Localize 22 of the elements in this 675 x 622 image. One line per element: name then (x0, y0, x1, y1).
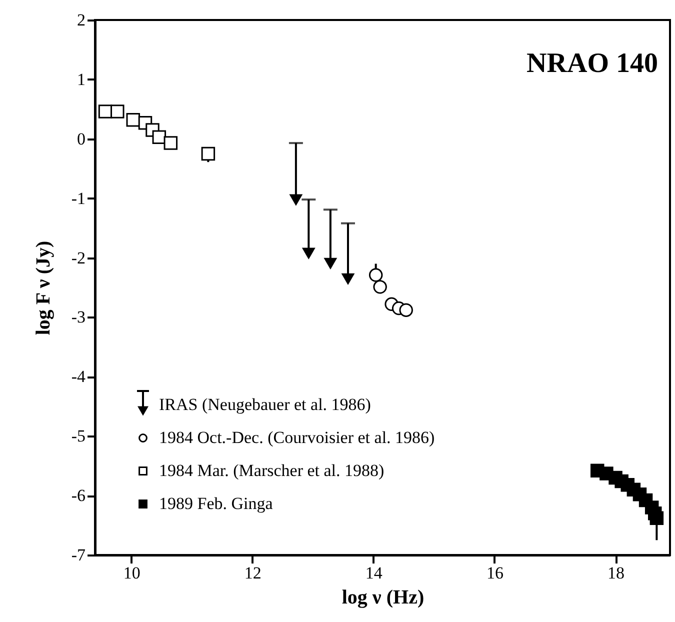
y-axis-title: log F ν (Jy) (32, 240, 54, 336)
y-tick-label: -4 (71, 367, 86, 386)
legend-label: 1984 Oct.-Dec. (Courvoisier et al. 1986) (159, 428, 435, 447)
legend-label: 1989 Feb. Ginga (159, 494, 274, 513)
x-tick-label: 16 (486, 564, 504, 582)
legend-label: 1984 Mar. (Marscher et al. 1988) (159, 461, 384, 480)
y-tick-label: -3 (71, 308, 86, 327)
x-tick-label: 10 (123, 564, 140, 582)
y-tick-label: 1 (77, 70, 86, 89)
x-tick-label: 18 (608, 564, 625, 582)
y-tick-label: -1 (71, 188, 86, 208)
x-axis-title: log ν (Hz) (342, 586, 424, 608)
x-tick-label: 14 (365, 564, 383, 582)
text: NRAO 140 (526, 48, 658, 79)
legend-label: IRAS (Neugebauer et al. 1986) (159, 395, 371, 414)
y-tick-label: 0 (77, 129, 86, 148)
y-tick-label: -5 (71, 426, 86, 446)
y-tick-label: -6 (71, 486, 86, 506)
y-tick-label: -7 (71, 546, 86, 564)
y-tick-label: 2 (77, 10, 86, 30)
y-tick-label: -2 (71, 248, 86, 268)
x-tick-label: 12 (244, 564, 262, 582)
